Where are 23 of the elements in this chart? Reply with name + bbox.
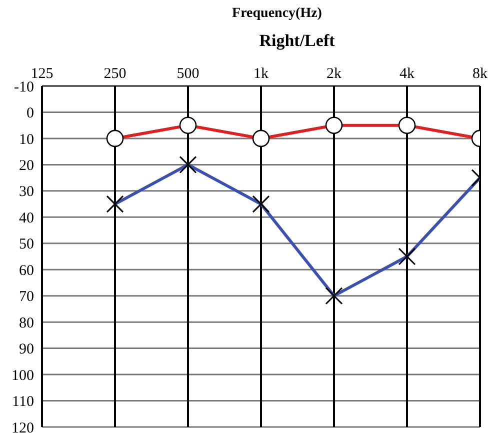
y-tick-label: 10	[19, 132, 34, 148]
y-tick-label: 0	[26, 106, 34, 122]
chart-title: Frequency(Hz)	[231, 5, 323, 23]
chart-subtitle: Right/Left	[258, 30, 336, 52]
x-tick-label: 1k	[254, 66, 269, 82]
x-tick-label: 500	[176, 66, 200, 82]
x-tick-label: 4k	[400, 66, 415, 82]
y-tick-label: -10	[14, 79, 34, 96]
y-tick-label: 100	[12, 368, 34, 384]
y-tick-label: 110	[12, 394, 34, 410]
y-tick-label: 80	[19, 315, 34, 332]
x-tick-label: 250	[104, 66, 126, 82]
y-tick-label: 90	[19, 342, 34, 358]
y-tick-label: 60	[19, 262, 34, 279]
y-tick-label: 120	[12, 420, 34, 433]
y-tick-label: 30	[19, 184, 34, 200]
x-tick-label: 2k	[326, 66, 342, 82]
y-tick-label: 20	[19, 158, 34, 174]
x-tick-label: 125	[30, 66, 54, 82]
y-tick-label: 70	[19, 289, 34, 306]
x-tick-label: 8k	[472, 66, 488, 82]
y-tick-label: 50	[19, 236, 34, 253]
y-tick-label: 40	[19, 210, 34, 226]
